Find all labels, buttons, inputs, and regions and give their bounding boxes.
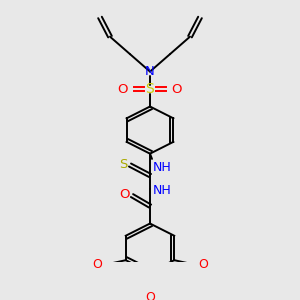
Text: O: O <box>172 82 182 96</box>
Text: S: S <box>119 158 127 171</box>
Text: O: O <box>118 82 128 96</box>
Text: N: N <box>145 65 155 78</box>
Text: NH: NH <box>153 161 171 174</box>
Text: O: O <box>198 258 208 271</box>
Text: S: S <box>146 82 154 96</box>
Text: O: O <box>92 258 102 271</box>
Text: NH: NH <box>153 184 171 197</box>
Text: O: O <box>145 291 155 300</box>
Text: O: O <box>119 188 129 201</box>
